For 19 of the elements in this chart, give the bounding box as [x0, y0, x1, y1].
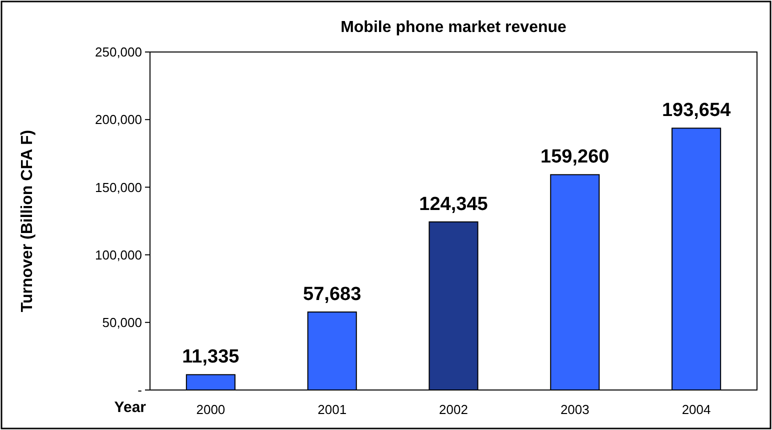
x-tick-label: 2001 [318, 402, 347, 417]
data-label: 193,654 [662, 100, 732, 122]
y-tick-label: 200,000 [95, 112, 142, 128]
x-tick-label: 2000 [196, 402, 226, 417]
y-tick-label: 100,000 [95, 247, 142, 262]
y-tick-label: - [138, 382, 142, 398]
y-tick-label: 250,000 [95, 44, 142, 60]
data-label: 57,683 [303, 284, 362, 306]
y-tick-label: 50,000 [102, 314, 142, 330]
x-axis-title: Year [114, 399, 146, 416]
x-tick-label: 2003 [560, 402, 590, 417]
data-label: 159,260 [540, 146, 610, 168]
x-tick-label: 2002 [439, 402, 468, 417]
y-axis-title: Turnover (Billion CFA F) [19, 130, 36, 312]
x-tick-label: 2004 [682, 402, 711, 417]
chart-title: Mobile phone market revenue [340, 19, 567, 36]
data-label: 11,335 [182, 346, 240, 368]
data-label: 124,345 [419, 194, 488, 215]
y-tick-label: 150,000 [95, 180, 142, 195]
